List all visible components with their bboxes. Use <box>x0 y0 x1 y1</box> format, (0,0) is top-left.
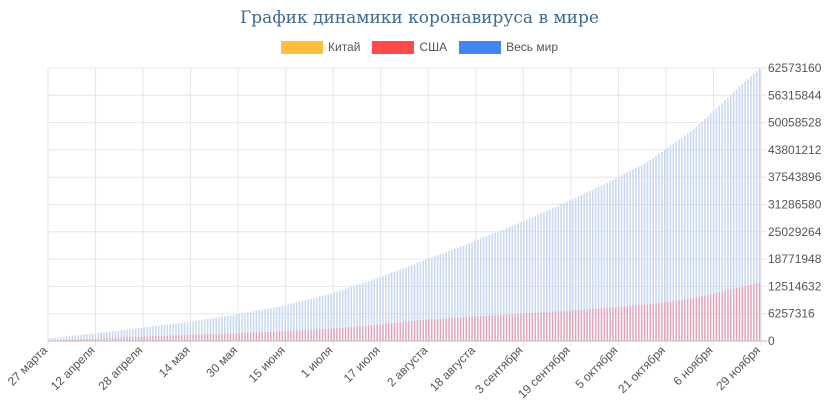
x-tick-label: 15 июня <box>246 343 288 385</box>
x-tick-label: 21 октября <box>615 343 668 396</box>
x-tick-label: 17 июля <box>341 343 383 385</box>
x-tick-label: 6 ноября <box>671 343 716 388</box>
legend-swatch-china <box>281 40 323 54</box>
legend-item-china[interactable]: Китай <box>281 40 360 54</box>
x-tick-label: 5 октября <box>572 343 620 391</box>
x-tick-label: 2 августа <box>384 343 430 389</box>
chart-title: График динамики коронавируса в мире <box>240 8 599 28</box>
y-tick-label: 6257316 <box>768 307 815 321</box>
x-tick-label: 1 июля <box>298 343 335 380</box>
legend-label-world: Весь мир <box>506 40 558 54</box>
x-tick-label: 27 марта <box>5 343 51 389</box>
x-tick-label: 14 мая <box>156 343 193 380</box>
x-tick-label: 28 апреля <box>95 343 145 393</box>
x-tick-label: 12 апреля <box>48 343 98 393</box>
y-tick-label: 37543896 <box>768 170 822 184</box>
y-tick-label: 25029264 <box>768 225 822 239</box>
legend: Китай США Весь мир <box>0 40 839 54</box>
y-tick-label: 18771948 <box>768 252 822 266</box>
legend-item-usa[interactable]: США <box>372 40 447 54</box>
y-tick-label: 56315844 <box>768 88 822 102</box>
legend-swatch-usa <box>372 40 415 54</box>
legend-item-world[interactable]: Весь мир <box>459 40 558 54</box>
y-tick-label: 50058528 <box>768 116 822 130</box>
y-tick-label: 12514632 <box>768 279 822 293</box>
legend-label-usa: США <box>419 40 448 54</box>
x-tick-label: 18 августа <box>427 343 478 394</box>
legend-swatch-world <box>459 40 502 54</box>
y-tick-label: 43801212 <box>768 143 822 157</box>
y-tick-label: 31286580 <box>768 198 822 212</box>
x-tick-label: 30 мая <box>203 343 240 380</box>
x-tick-label: 29 ноября <box>713 343 763 393</box>
y-tick-label: 62573160 <box>768 61 822 75</box>
y-tick-label: 0 <box>768 334 775 348</box>
legend-label-china: Китай <box>328 40 361 54</box>
